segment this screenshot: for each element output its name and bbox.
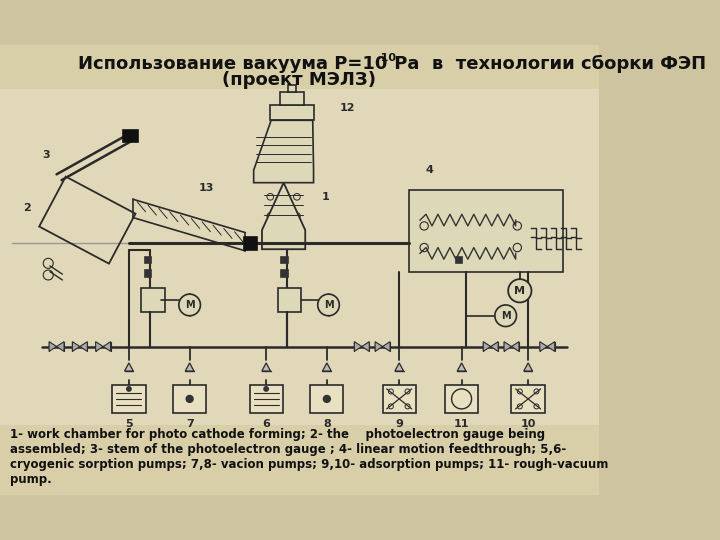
Polygon shape	[185, 363, 194, 371]
Polygon shape	[323, 363, 331, 371]
Bar	[445, 385, 478, 413]
Text: M: M	[185, 300, 194, 310]
Bar	[0, 89, 599, 424]
Polygon shape	[49, 342, 57, 352]
Text: 4: 4	[426, 165, 433, 175]
Text: 5: 5	[125, 419, 132, 429]
Bar	[280, 92, 304, 105]
Text: cryogenic sorption pumps; 7,8- vacion pumps; 9,10- adsorption pumps; 11- rough-v: cryogenic sorption pumps; 7,8- vacion pu…	[10, 458, 608, 471]
Polygon shape	[253, 120, 313, 183]
Bar	[270, 105, 313, 120]
Text: Использование вакуума Р=10: Использование вакуума Р=10	[78, 55, 387, 73]
Circle shape	[318, 294, 339, 316]
Bar	[409, 190, 563, 272]
Polygon shape	[491, 342, 498, 352]
Bar	[511, 385, 545, 413]
Polygon shape	[96, 342, 103, 352]
Bar	[112, 385, 145, 413]
Polygon shape	[57, 342, 64, 352]
Polygon shape	[354, 342, 361, 352]
Polygon shape	[72, 342, 80, 352]
Circle shape	[127, 387, 131, 391]
Polygon shape	[457, 363, 466, 371]
Polygon shape	[262, 183, 305, 249]
Bar	[141, 288, 165, 312]
Text: pump.: pump.	[10, 473, 52, 486]
Polygon shape	[125, 363, 133, 371]
Text: 1- work chamber for photo cathode forming; 2- the    photoelectron gauge being: 1- work chamber for photo cathode formin…	[10, 428, 545, 441]
Text: 10: 10	[521, 419, 536, 429]
Bar	[145, 270, 151, 276]
Polygon shape	[375, 342, 382, 352]
Circle shape	[264, 387, 269, 391]
Bar	[0, 424, 599, 495]
Circle shape	[179, 294, 200, 316]
Text: 1: 1	[322, 192, 330, 202]
Text: 7: 7	[186, 419, 194, 429]
Text: 3: 3	[42, 150, 50, 160]
Bar	[243, 237, 257, 250]
Bar	[278, 288, 301, 312]
Polygon shape	[103, 342, 111, 352]
Text: assembled; 3- stem of the photoelectron gauge ; 4- linear motion feedthrough; 5,: assembled; 3- stem of the photoelectron …	[10, 443, 566, 456]
Polygon shape	[80, 342, 87, 352]
Text: M: M	[514, 286, 526, 296]
Bar	[382, 385, 416, 413]
Text: M: M	[324, 300, 333, 310]
Text: Ра  в  технологии сборки ФЭП: Ра в технологии сборки ФЭП	[388, 55, 706, 73]
Polygon shape	[523, 363, 533, 371]
Circle shape	[495, 305, 516, 327]
Text: M: M	[501, 310, 510, 321]
Bar	[456, 256, 462, 264]
Bar	[145, 256, 151, 264]
Text: 9: 9	[395, 419, 403, 429]
Bar	[288, 85, 296, 92]
Polygon shape	[361, 342, 369, 352]
Bar	[281, 256, 288, 264]
Polygon shape	[382, 342, 390, 352]
Polygon shape	[504, 342, 511, 352]
Circle shape	[186, 396, 193, 402]
Text: 11: 11	[454, 419, 469, 429]
Polygon shape	[547, 342, 554, 352]
Bar	[250, 385, 283, 413]
Polygon shape	[395, 363, 404, 371]
Text: 2: 2	[23, 202, 30, 213]
Text: 12: 12	[340, 103, 356, 113]
Bar	[310, 385, 343, 413]
Polygon shape	[540, 342, 547, 352]
Polygon shape	[262, 363, 271, 371]
Text: -10: -10	[376, 53, 396, 63]
Text: (проект МЭЛЗ): (проект МЭЛЗ)	[222, 71, 377, 89]
Bar	[0, 45, 599, 89]
Text: 6: 6	[262, 419, 270, 429]
Circle shape	[508, 279, 531, 302]
Polygon shape	[483, 342, 491, 352]
Text: 8: 8	[323, 419, 330, 429]
Bar	[123, 130, 138, 142]
Bar	[281, 270, 288, 276]
Polygon shape	[511, 342, 519, 352]
Circle shape	[323, 396, 330, 402]
Text: 13: 13	[199, 184, 214, 193]
Bar	[173, 385, 206, 413]
